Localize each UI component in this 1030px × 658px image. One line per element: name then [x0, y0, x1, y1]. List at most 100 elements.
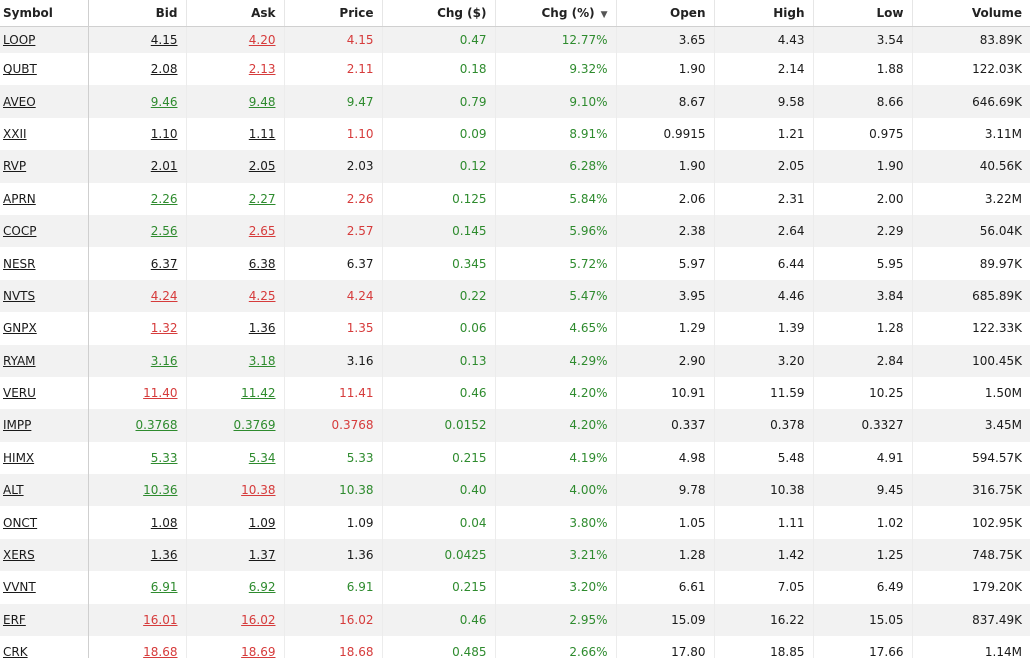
- symbol-link[interactable]: APRN: [3, 191, 36, 206]
- symbol-link[interactable]: NVTS: [3, 288, 36, 303]
- pct-column-cell: 4.19%: [495, 441, 617, 475]
- bid-link[interactable]: 2.56: [150, 224, 178, 239]
- ask-link[interactable]: 0.3769: [233, 418, 276, 433]
- volume-cell: 40.56K: [979, 159, 1022, 174]
- price-cell: 11.41: [339, 386, 374, 401]
- symbol-link[interactable]: AVEO: [3, 94, 36, 109]
- column-header-chg-pct[interactable]: Chg (%) ▼: [495, 0, 617, 27]
- high-column-cell: 4.46: [714, 279, 814, 313]
- symbol-column-cell: XERS: [0, 538, 89, 572]
- symbol-link[interactable]: IMPP: [3, 418, 32, 433]
- bid-link[interactable]: 6.91: [150, 580, 178, 595]
- ask-link[interactable]: 2.13: [248, 62, 276, 77]
- price-column-cell: 1.36: [284, 538, 383, 572]
- column-header-price[interactable]: Price: [284, 0, 383, 27]
- column-header-label: Price: [339, 6, 374, 20]
- ask-link[interactable]: 6.92: [248, 580, 276, 595]
- ask-link[interactable]: 2.05: [248, 159, 276, 174]
- ask-link[interactable]: 1.36: [248, 321, 276, 336]
- bid-link[interactable]: 4.24: [150, 288, 178, 303]
- column-header-label: Ask: [251, 6, 276, 20]
- ask-link[interactable]: 2.65: [248, 224, 276, 239]
- bid-link[interactable]: 18.68: [143, 645, 178, 658]
- bid-link[interactable]: 9.46: [150, 94, 178, 109]
- bid-link[interactable]: 2.01: [150, 159, 178, 174]
- column-header-open[interactable]: Open: [616, 0, 715, 27]
- bid-link[interactable]: 5.33: [150, 450, 178, 465]
- ask-link[interactable]: 18.69: [241, 645, 276, 658]
- ask-link[interactable]: 9.48: [248, 94, 276, 109]
- ask-link[interactable]: 16.02: [241, 612, 276, 627]
- column-header-label: Low: [876, 6, 904, 20]
- change-abs-cell: 0.04: [459, 515, 487, 530]
- ask-link[interactable]: 1.11: [248, 126, 276, 141]
- low-column-cell: 2.00: [813, 182, 913, 215]
- symbol-link[interactable]: CRK: [3, 645, 28, 658]
- symbol-link[interactable]: ERF: [3, 612, 26, 627]
- symbol-link[interactable]: RYAM: [3, 353, 36, 368]
- symbol-link[interactable]: NESR: [3, 256, 36, 271]
- bid-link[interactable]: 10.36: [143, 483, 178, 498]
- ask-link[interactable]: 11.42: [241, 386, 276, 401]
- volume-cell: 122.33K: [972, 321, 1022, 336]
- chg-column-cell: 0.12: [382, 150, 496, 183]
- change-abs-cell: 0.215: [452, 450, 487, 465]
- column-header-symbol[interactable]: Symbol: [0, 0, 89, 27]
- bid-link[interactable]: 1.36: [150, 548, 178, 563]
- column-header-label: Bid: [155, 6, 178, 20]
- ask-link[interactable]: 1.09: [248, 515, 276, 530]
- open-column-cell: 0.9915: [616, 117, 715, 151]
- bid-link[interactable]: 2.08: [150, 62, 178, 77]
- bid-link[interactable]: 1.32: [150, 321, 178, 336]
- symbol-link[interactable]: XXII: [3, 126, 27, 141]
- low-column-cell: 2.29: [813, 214, 913, 248]
- symbol-link[interactable]: COCP: [3, 224, 37, 239]
- ask-link[interactable]: 5.34: [248, 450, 276, 465]
- symbol-link[interactable]: GNPX: [3, 321, 37, 336]
- high-cell: 1.11: [777, 515, 805, 530]
- volume-column-cell: 179.20K: [912, 571, 1030, 604]
- ask-link[interactable]: 10.38: [241, 483, 276, 498]
- table-row: CRK 18.68 18.69 18.68 0.485 2.66% 17.80 18.85 17…: [0, 636, 1030, 658]
- price-column-cell: 18.68: [284, 636, 383, 658]
- ask-link[interactable]: 1.37: [248, 548, 276, 563]
- high-column-cell: 4.43: [714, 26, 814, 53]
- change-pct-cell: 2.95%: [569, 612, 608, 627]
- column-header-ask[interactable]: Ask: [186, 0, 285, 27]
- change-pct-cell: 5.84%: [569, 191, 608, 206]
- symbol-link[interactable]: HIMX: [3, 450, 35, 465]
- symbol-link[interactable]: RVP: [3, 159, 27, 174]
- ask-link[interactable]: 4.20: [248, 33, 276, 47]
- bid-link[interactable]: 1.08: [150, 515, 178, 530]
- symbol-link[interactable]: VVNT: [3, 580, 36, 595]
- bid-link[interactable]: 11.40: [143, 386, 178, 401]
- change-abs-cell: 0.12: [459, 159, 487, 174]
- symbol-link[interactable]: VERU: [3, 386, 36, 401]
- ask-link[interactable]: 2.27: [248, 191, 276, 206]
- column-header-low[interactable]: Low: [813, 0, 913, 27]
- column-header-chg-abs[interactable]: Chg ($): [382, 0, 496, 27]
- bid-link[interactable]: 4.15: [150, 33, 178, 47]
- column-header-bid[interactable]: Bid: [88, 0, 187, 27]
- bid-link[interactable]: 0.3768: [135, 418, 178, 433]
- high-column-cell: 1.11: [714, 506, 814, 539]
- ask-link[interactable]: 6.38: [248, 256, 276, 271]
- bid-link[interactable]: 1.10: [150, 126, 178, 141]
- price-cell: 6.91: [346, 580, 374, 595]
- column-header-volume[interactable]: Volume: [912, 0, 1030, 27]
- symbol-link[interactable]: XERS: [3, 548, 35, 563]
- ask-link[interactable]: 4.25: [248, 288, 276, 303]
- symbol-link[interactable]: LOOP: [3, 33, 36, 47]
- bid-link[interactable]: 16.01: [143, 612, 178, 627]
- symbol-link[interactable]: ONCT: [3, 515, 38, 530]
- column-header-high[interactable]: High: [714, 0, 814, 27]
- ask-link[interactable]: 3.18: [248, 353, 276, 368]
- bid-link[interactable]: 6.37: [150, 256, 178, 271]
- symbol-link[interactable]: QUBT: [3, 62, 37, 77]
- bid-link[interactable]: 3.16: [150, 353, 178, 368]
- change-abs-cell: 0.46: [459, 386, 487, 401]
- change-abs-cell: 0.79: [459, 94, 487, 109]
- symbol-link[interactable]: ALT: [3, 483, 24, 498]
- change-pct-cell: 3.20%: [569, 580, 608, 595]
- bid-link[interactable]: 2.26: [150, 191, 178, 206]
